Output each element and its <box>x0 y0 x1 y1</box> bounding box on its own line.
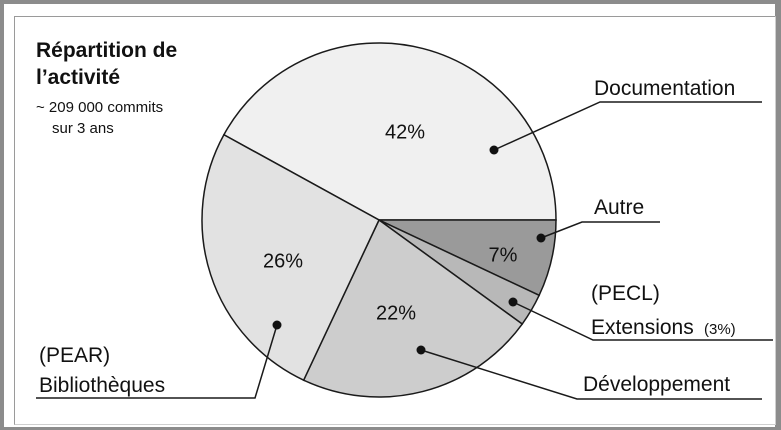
category-label-pecl-extensions-line-1: (PECL) <box>591 282 660 305</box>
pct-label-pear-bibliotheques: 26% <box>263 250 303 272</box>
pie-slice-pear-bibliotheques <box>201 133 380 382</box>
category-label-pear-bibliotheques-line-1: (PEAR) <box>39 344 110 367</box>
leader-line-documentation <box>493 101 762 151</box>
chart-title-line-1: Répartition de <box>36 39 178 62</box>
leader-dot-pecl-extensions <box>508 297 518 307</box>
pct-label-autre: 7% <box>489 244 518 266</box>
pct-label-documentation: 42% <box>385 121 425 143</box>
pie-slice-documentation <box>222 42 557 221</box>
leader-line-autre <box>540 221 660 239</box>
leader-line-developpement <box>420 349 762 400</box>
category-label-developpement: Développement <box>583 373 730 396</box>
leader-line-pecl-extensions <box>512 301 773 341</box>
pct-label-developpement: 22% <box>376 302 416 324</box>
leader-dot-documentation <box>489 145 499 155</box>
leader-dot-developpement <box>416 345 426 355</box>
leader-line-pear-bibliotheques <box>36 324 278 399</box>
chart-subtitle-line-1: ~ 209 000 commits <box>36 99 164 116</box>
chart-title-line-2: l’activité <box>36 66 121 89</box>
chart-subtitle-line-2: sur 3 ans <box>52 120 114 137</box>
leader-dot-autre <box>536 233 546 243</box>
category-label-pear-bibliotheques-line-2: Bibliothèques <box>39 374 165 397</box>
leader-dot-pear-bibliotheques <box>272 320 282 330</box>
chart-inner-border <box>14 16 776 425</box>
category-label-documentation: Documentation <box>594 77 735 100</box>
category-label-pecl-extensions-line-2: Extensions <box>591 316 694 339</box>
category-label-pecl-extensions-share: (3%) <box>704 321 736 338</box>
category-label-autre: Autre <box>594 196 644 219</box>
